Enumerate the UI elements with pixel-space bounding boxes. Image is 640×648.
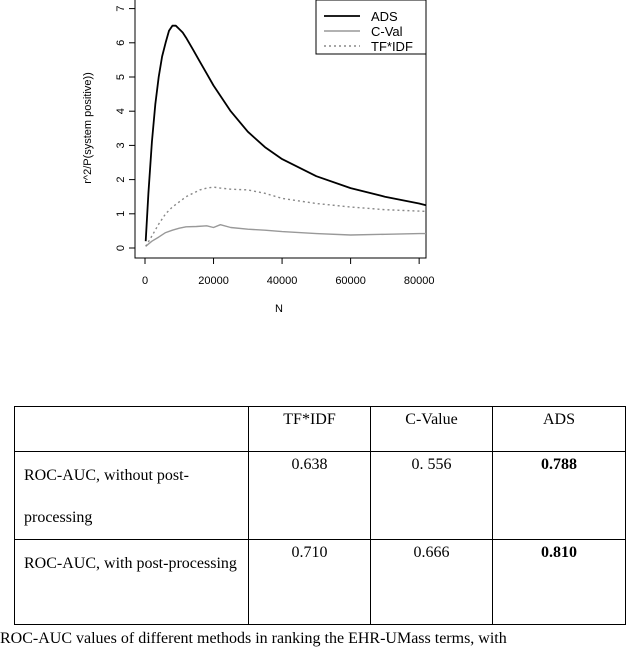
series-line-c-val xyxy=(145,223,426,247)
legend-box xyxy=(315,0,427,55)
x-tick-label: 80000 xyxy=(404,275,435,287)
table-caption: ROC-AUC values of different methods in r… xyxy=(0,630,507,647)
y-tick-label: 6 xyxy=(115,40,127,46)
y-tick-label: 2 xyxy=(115,177,127,183)
table-cell: 0.710 xyxy=(248,539,371,625)
legend-entry: TF*IDF xyxy=(371,39,413,54)
y-axis-label: r^2/P(system positive)) xyxy=(82,72,94,184)
results-table: TF*IDF C-Value ADS ROC-AUC, without post… xyxy=(14,406,626,625)
plot-frame xyxy=(134,0,427,259)
x-tick-label: 40000 xyxy=(267,275,298,287)
table-header-cell xyxy=(14,406,249,452)
series-line-ads xyxy=(144,24,427,242)
x-tick-label: 0 xyxy=(142,275,148,287)
table-row-label: ROC-AUC, with post-processing xyxy=(14,539,249,625)
x-tick-label: 60000 xyxy=(335,275,366,287)
y-tick-label: 1 xyxy=(115,211,127,217)
line-chart: 0 20000 40000 60000 80000 0 1 2 3 4 5 6 7 ADSC-ValTF… xyxy=(82,0,435,315)
x-axis-label: N xyxy=(275,303,283,315)
table-cell: 0.810 xyxy=(492,539,626,625)
x-tick-label: 20000 xyxy=(198,275,229,287)
table-cell: 0.788 xyxy=(492,451,626,540)
table-header-cell: TF*IDF xyxy=(248,406,371,452)
table-row: ROC-AUC, with post-processing 0.710 0.66… xyxy=(14,539,626,625)
table-header-cell: ADS xyxy=(492,406,626,452)
legend-entry: ADS xyxy=(371,9,398,24)
table-cell: 0.666 xyxy=(370,539,493,625)
y-tick-label: 3 xyxy=(115,142,127,148)
table-cell: 0. 556 xyxy=(370,451,493,540)
y-tick-label: 5 xyxy=(115,74,127,80)
table-row-label: ROC-AUC, without post-processing xyxy=(14,451,249,540)
y-tick-label: 0 xyxy=(115,245,127,251)
series-line-tf-idf xyxy=(145,186,427,247)
table-header-cell: C-Value xyxy=(370,406,493,452)
table-row: ROC-AUC, without post-processing 0.638 0… xyxy=(14,451,626,540)
table-header-row: TF*IDF C-Value ADS xyxy=(14,406,626,452)
table-cell: 0.638 xyxy=(248,451,371,540)
y-tick-label: 4 xyxy=(115,108,127,114)
y-tick-label: 7 xyxy=(115,6,127,12)
legend-entry: C-Val xyxy=(371,24,403,39)
